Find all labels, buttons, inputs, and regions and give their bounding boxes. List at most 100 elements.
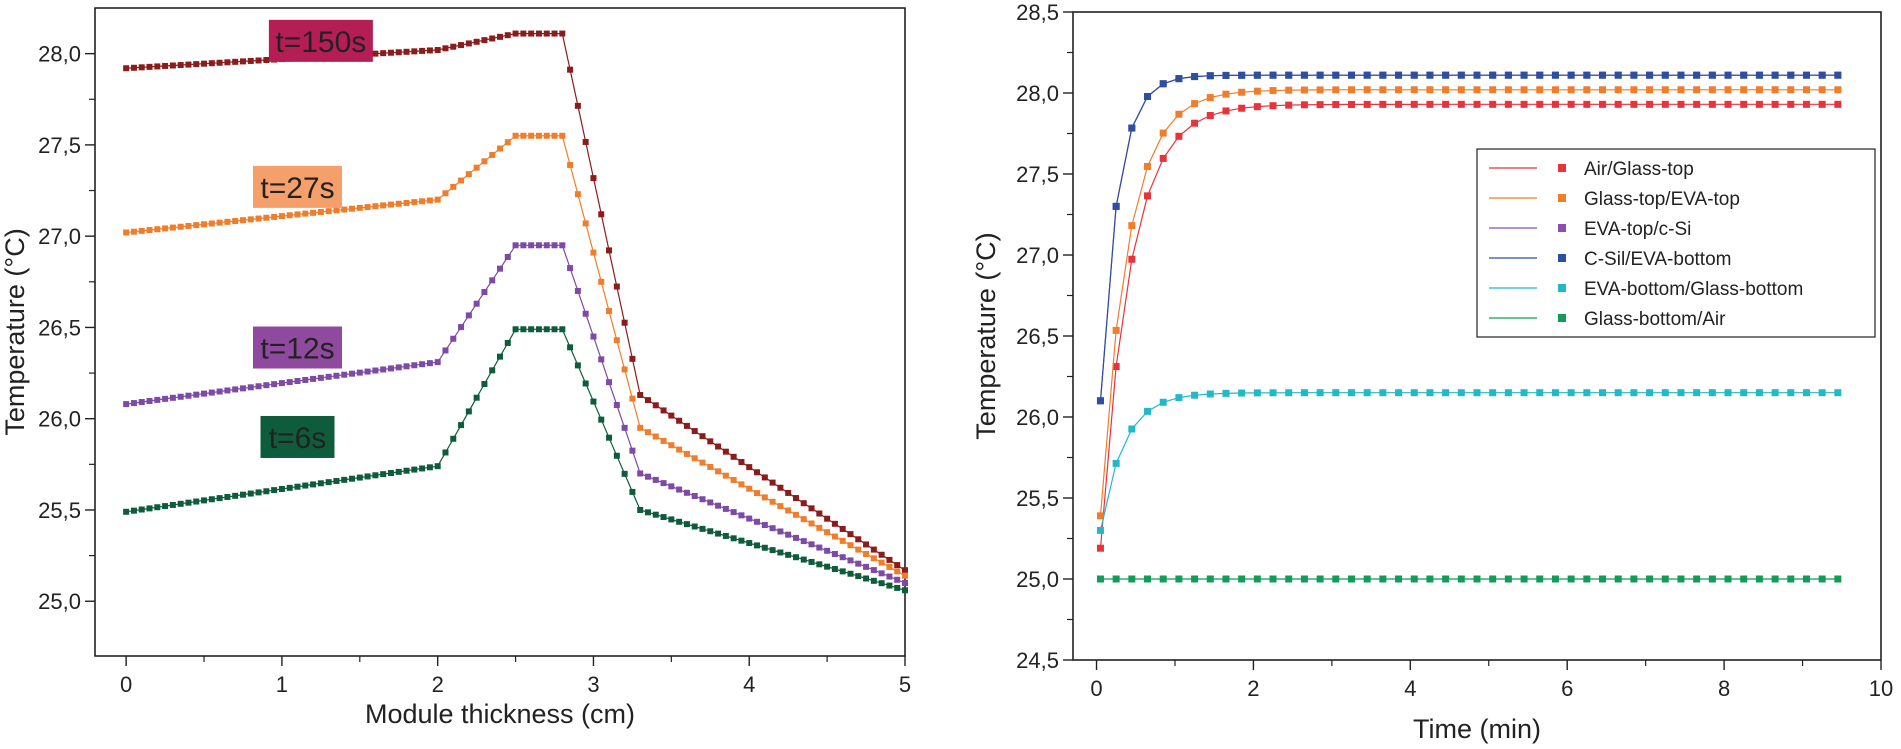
data-point: [146, 397, 153, 404]
series-line-t-150s: [126, 33, 906, 571]
data-point: [629, 355, 636, 362]
data-point: [863, 575, 870, 582]
data-point: [1724, 86, 1732, 94]
data-point: [1677, 575, 1685, 583]
data-point: [1567, 86, 1575, 94]
data-point: [1724, 575, 1732, 583]
x-tick-label: 2: [1247, 676, 1259, 701]
data-point: [1144, 575, 1152, 583]
data-point: [660, 480, 667, 487]
data-point: [1395, 86, 1403, 94]
data-point: [590, 333, 597, 340]
data-point: [465, 408, 472, 415]
data-point: [1269, 102, 1277, 110]
data-point: [130, 400, 137, 407]
data-point: [855, 560, 862, 567]
data-point: [754, 469, 761, 476]
data-point: [302, 482, 309, 489]
y-tick-label: 28,0: [1016, 81, 1059, 106]
data-point: [442, 449, 449, 456]
data-point: [1473, 389, 1481, 397]
legend-marker-glass-top-eva-top: [1558, 194, 1566, 202]
data-point: [1206, 390, 1214, 398]
data-point: [1755, 86, 1763, 94]
data-point: [1426, 389, 1434, 397]
data-point: [1269, 575, 1277, 583]
data-point: [1112, 459, 1120, 467]
data-point: [1206, 575, 1214, 583]
data-point: [1787, 389, 1795, 397]
data-point: [411, 199, 418, 206]
data-point: [1410, 389, 1418, 397]
data-point: [1771, 575, 1779, 583]
data-point: [489, 367, 496, 374]
data-point: [177, 62, 184, 69]
data-point: [699, 496, 706, 503]
data-point: [232, 386, 239, 393]
data-point: [1426, 71, 1434, 79]
data-point: [1740, 71, 1748, 79]
series-t-6s: t=6s: [123, 326, 908, 594]
data-point: [808, 505, 815, 512]
data-point: [746, 485, 753, 492]
data-point: [1395, 100, 1403, 108]
data-point: [294, 483, 301, 490]
data-point: [473, 38, 480, 45]
data-point: [177, 500, 184, 507]
data-point: [1253, 71, 1261, 79]
data-point: [1630, 100, 1638, 108]
data-point: [255, 57, 262, 64]
data-point: [1818, 575, 1826, 583]
data-point: [1818, 86, 1826, 94]
data-point: [1740, 100, 1748, 108]
data-point: [691, 493, 698, 500]
data-point: [450, 43, 457, 50]
data-point: [847, 557, 854, 564]
data-point: [1175, 394, 1183, 402]
data-point: [1646, 389, 1654, 397]
data-point: [637, 424, 644, 431]
data-point: [372, 472, 379, 479]
data-point: [310, 209, 317, 216]
data-point: [224, 59, 231, 66]
data-point: [543, 242, 550, 249]
data-point: [162, 225, 169, 232]
data-point: [738, 481, 745, 488]
data-point: [1112, 326, 1120, 334]
data-point: [1614, 86, 1622, 94]
data-point: [1646, 71, 1654, 79]
data-point: [574, 362, 581, 369]
data-point: [255, 489, 262, 496]
data-point: [458, 422, 465, 429]
data-point: [278, 485, 285, 492]
data-point: [286, 212, 293, 219]
data-point: [317, 480, 324, 487]
data-point: [216, 495, 223, 502]
left-chart-thickness-profile: 0 1 2 3 4 5 25,0 25,5 26,0 26,5 27,0 27,5 28,0 Module…: [0, 7, 911, 729]
data-point: [1818, 389, 1826, 397]
data-point: [551, 30, 558, 37]
data-point: [1206, 94, 1214, 102]
data-point: [1787, 86, 1795, 94]
data-point: [208, 220, 215, 227]
data-point: [224, 218, 231, 225]
data-point: [497, 33, 503, 40]
data-point: [1520, 100, 1528, 108]
data-point: [380, 366, 387, 373]
data-point: [1536, 100, 1544, 108]
legend-marker-eva-bottom-glass-bottom: [1558, 284, 1566, 292]
data-point: [411, 362, 418, 369]
data-point: [590, 175, 597, 182]
data-point: [1614, 389, 1622, 397]
data-point: [769, 479, 776, 486]
data-point: [1347, 575, 1355, 583]
data-point: [1457, 71, 1465, 79]
data-point: [824, 547, 831, 554]
data-point: [1661, 86, 1669, 94]
data-point: [1677, 389, 1685, 397]
data-point: [1159, 129, 1167, 137]
data-point: [1802, 71, 1810, 79]
data-point: [442, 45, 449, 52]
data-point: [333, 372, 340, 379]
data-point: [512, 326, 519, 333]
